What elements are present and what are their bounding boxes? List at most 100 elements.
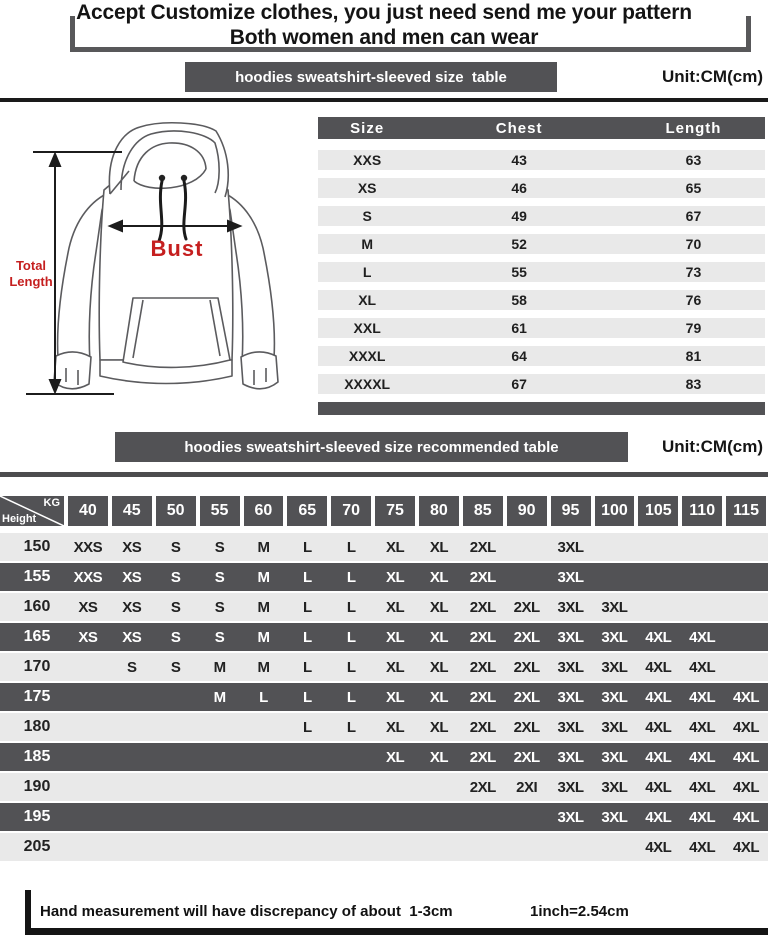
recommended-size-cell: L — [346, 658, 356, 676]
recommended-size-cell: 2XL — [469, 598, 497, 616]
recommended-size-cell: 3XL — [601, 718, 628, 736]
length-cell: 79 — [685, 320, 702, 336]
recommended-size-cell: 4XL — [689, 658, 716, 676]
recommended-size-cell: 3XL — [557, 568, 585, 586]
recommended-size-cell: 2XL — [513, 688, 541, 706]
recommended-size-cell: 3XL — [557, 598, 585, 616]
recommended-size-cell: XL — [385, 598, 405, 616]
recommended-size-cell: L — [259, 688, 268, 706]
weight-column-header: 100 — [594, 496, 635, 526]
bust-arrow — [107, 219, 243, 233]
size-cell: M — [361, 236, 373, 252]
chest-cell: 49 — [511, 208, 527, 224]
chest-cell: 67 — [511, 376, 527, 392]
recommended-size-cell: XXS — [73, 538, 103, 556]
recommended-size-cell: XL — [385, 628, 405, 646]
recommended-size-cell: XL — [429, 688, 449, 706]
recommended-table-row: 175 M L L L XL XL 2XL 2XL 3XL 3XL 4XL 4XL 4XL — [0, 683, 768, 711]
recommended-size-cell: XL — [429, 538, 449, 556]
page-title-line1: Accept Customize clothes, you just need … — [76, 1, 692, 24]
chest-cell: 52 — [511, 236, 527, 252]
recommended-table-row: 150 XXS XS S S M L L XL XL 2XL 3XL — [0, 533, 768, 561]
unit-label-1: Unit:CM(cm) — [661, 67, 763, 86]
recommended-size-cell: L — [302, 598, 312, 616]
recommended-size-cell: 4XL — [689, 628, 716, 646]
recommended-size-cell: 3XL — [601, 628, 628, 646]
recommended-size-cell: XL — [429, 718, 449, 736]
size-table-row: XXL 61 79 — [318, 318, 765, 338]
recommended-size-cell: XL — [385, 688, 405, 706]
recommended-size-cell: M — [213, 688, 226, 706]
recommended-size-cell: XL — [429, 748, 449, 766]
weight-column-header: 115 — [726, 496, 766, 526]
recommended-size-cell: 2XI — [516, 778, 538, 796]
recommended-size-cell: L — [346, 538, 356, 556]
size-table-column-header: Size — [350, 119, 385, 137]
length-cell: 76 — [685, 292, 702, 308]
recommended-size-cell: M — [257, 658, 270, 676]
recommended-size-cell: XL — [385, 658, 405, 676]
recommended-size-cell: 2XL — [513, 628, 541, 646]
recommended-size-cell: L — [302, 538, 312, 556]
height-label: 180 — [23, 718, 51, 735]
recommended-size-cell: M — [257, 598, 270, 616]
recommended-size-cell: 4XL — [733, 838, 760, 856]
recommended-size-cell: 4XL — [689, 808, 716, 826]
total-length-label: Total Length — [9, 258, 53, 289]
recommended-size-cell: 4XL — [733, 718, 760, 736]
recommended-size-cell: 3XL — [557, 628, 585, 646]
length-cell: 70 — [685, 236, 702, 252]
recommended-size-cell: S — [214, 568, 225, 586]
page-title-line2: Both women and men can wear — [229, 26, 539, 49]
corner-diagonal-line — [0, 496, 64, 526]
recommended-size-cell: M — [257, 538, 270, 556]
hoodie-measurement-diagram: Total Length Bust — [0, 110, 312, 415]
recommended-size-cell: S — [170, 598, 181, 616]
height-label: 185 — [23, 748, 51, 765]
recommended-size-cell: L — [346, 628, 356, 646]
recommended-size-cell: 4XL — [645, 748, 672, 766]
footer-left-bar — [25, 890, 31, 930]
size-table-row: XXS 43 63 — [318, 150, 765, 170]
recommended-size-cell: 3XL — [601, 658, 628, 676]
recommended-table-row: 160 XS XS S S M L L XL XL 2XL 2XL 3XL 3XL — [0, 593, 768, 621]
size-table-row: M 52 70 — [318, 234, 765, 254]
recommended-size-cell: 4XL — [645, 838, 672, 856]
recommended-size-cell: 2XL — [513, 718, 541, 736]
recommended-size-cell: L — [346, 688, 356, 706]
length-cell: 67 — [685, 208, 702, 224]
weight-column-header: 60 — [243, 496, 284, 526]
size-table-row: XL 58 76 — [318, 290, 765, 310]
height-label: 155 — [23, 568, 51, 585]
chest-cell: 64 — [511, 348, 527, 364]
recommended-size-cell: 4XL — [645, 658, 672, 676]
recommended-size-cell: 4XL — [689, 688, 716, 706]
recommended-size-cell: 4XL — [689, 718, 716, 736]
recommended-size-cell: S — [170, 568, 181, 586]
recommended-size-cell: 4XL — [689, 838, 716, 856]
unit-label-2: Unit:CM(cm) — [661, 437, 763, 456]
recommended-table-row: 165 XS XS S S M L L XL XL 2XL 2XL 3XL 3XL 4XL 4XL — [0, 623, 768, 651]
hoodie-line-drawing — [26, 122, 279, 395]
recommended-size-cell: 3XL — [557, 778, 585, 796]
recommended-size-cell: XL — [385, 748, 405, 766]
size-cell: S — [362, 208, 372, 224]
size-table-header: Size Chest Length — [318, 117, 765, 139]
chest-cell: 55 — [511, 264, 527, 280]
recommended-size-cell: XL — [429, 628, 449, 646]
recommended-size-cell: 2XL — [513, 658, 541, 676]
recommended-size-cell: 4XL — [733, 688, 760, 706]
recommended-size-cell: XS — [122, 568, 142, 586]
divider-middle — [0, 472, 768, 477]
recommended-size-cell: 3XL — [557, 808, 585, 826]
recommended-size-cell: L — [302, 658, 312, 676]
recommended-size-cell: L — [346, 598, 356, 616]
size-cell: XXL — [353, 320, 381, 336]
recommended-size-cell: 3XL — [601, 748, 628, 766]
divider-top — [0, 98, 768, 102]
recommended-table-row: 155 XXS XS S S M L L XL XL 2XL 3XL — [0, 563, 768, 591]
recommended-table-header: KG Height 40 45 50 55 60 65 70 75 80 85 90 95 100 105… — [0, 496, 768, 526]
recommended-size-cell: 2XL — [469, 568, 497, 586]
length-cell: 65 — [685, 180, 702, 196]
recommended-size-cell: 4XL — [733, 748, 760, 766]
